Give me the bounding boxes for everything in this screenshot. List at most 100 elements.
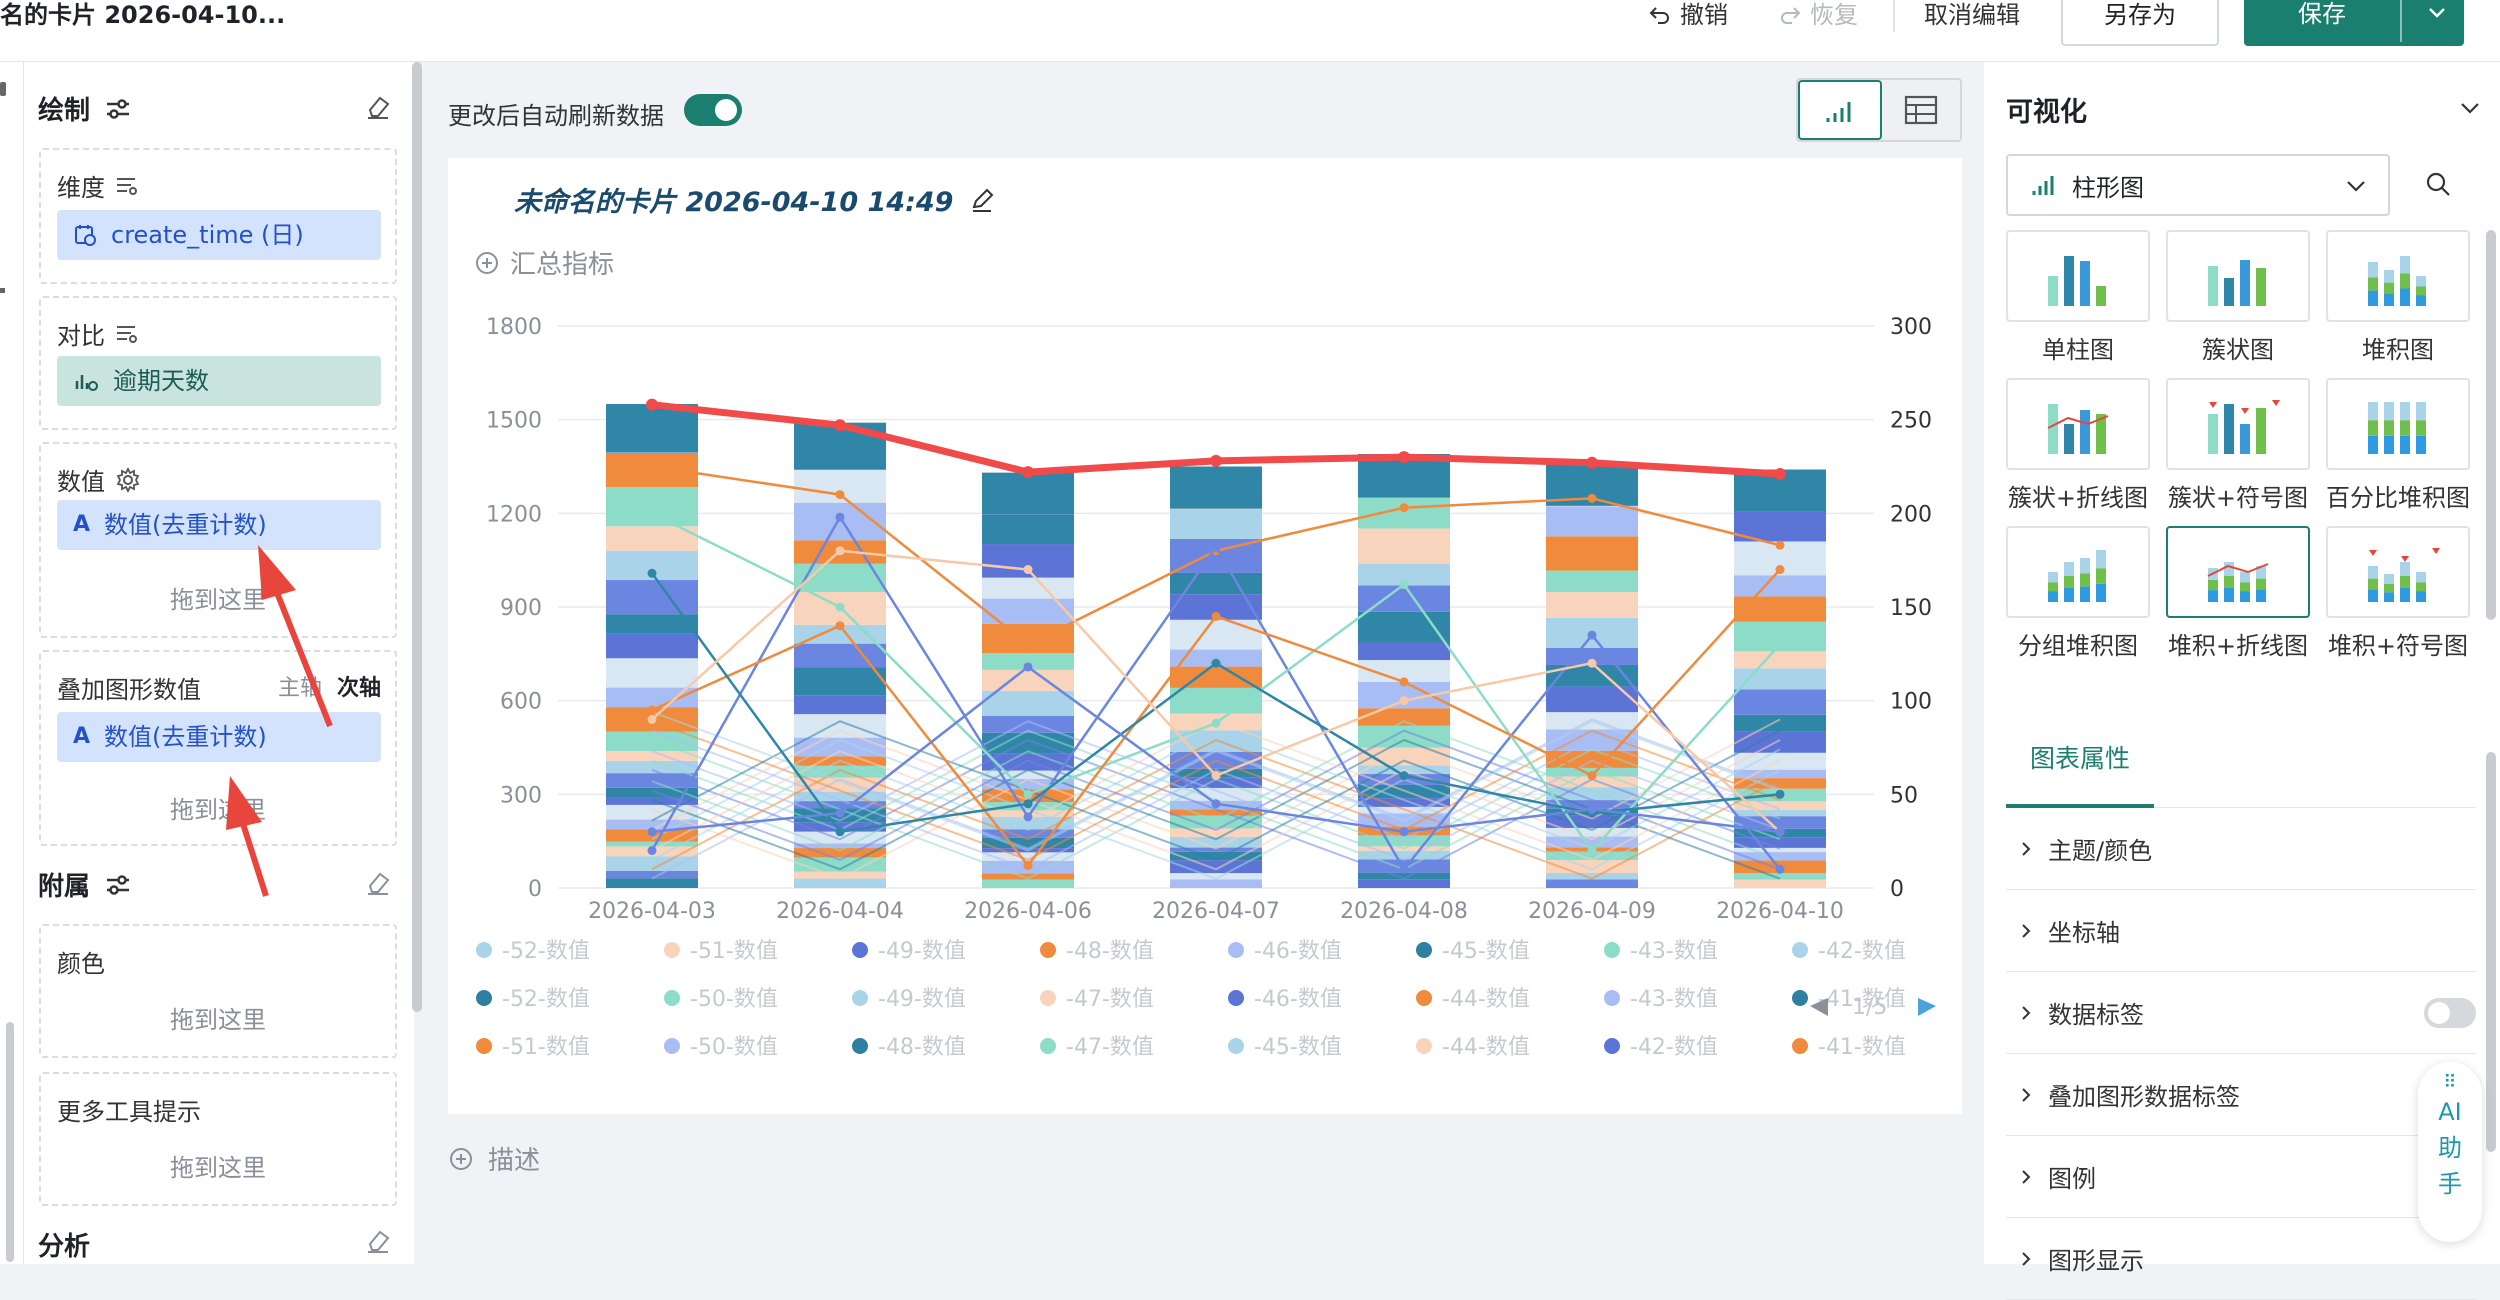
save-button[interactable]: 保存 xyxy=(2298,0,2346,28)
property-data-labels[interactable]: 数据标签 xyxy=(2006,972,2476,1054)
eraser-icon[interactable] xyxy=(364,868,392,896)
color-label: 颜色 xyxy=(57,950,105,978)
chart-type-label: 分组堆积图 xyxy=(2018,632,2138,660)
overlay-total-point xyxy=(1022,466,1034,479)
chart-view-button[interactable] xyxy=(1798,80,1882,140)
bar-segment xyxy=(606,819,698,830)
bar-segment xyxy=(794,714,886,738)
summary-metric-button[interactable]: 汇总指标 xyxy=(474,244,614,281)
preview-symbol xyxy=(2272,400,2280,406)
left-panel-scrollbar[interactable] xyxy=(412,62,422,1012)
red-arrow-icon xyxy=(226,776,269,897)
undo-button[interactable]: 撤销 xyxy=(1648,0,1728,38)
legend-label: -48-数值 xyxy=(1066,939,1154,964)
overlay-total-point xyxy=(1210,454,1222,467)
compare-pill[interactable]: 逾期天数 xyxy=(57,356,381,406)
preview-symbol xyxy=(2401,556,2409,562)
bar-segment xyxy=(606,404,698,453)
settings-sliders-icon[interactable] xyxy=(104,871,132,899)
tab-chart-properties[interactable]: 图表属性 xyxy=(2006,734,2154,808)
dimension-pill[interactable]: create_time (日) xyxy=(57,210,381,260)
redo-button[interactable]: 恢复 xyxy=(1778,0,1858,38)
legend-next-icon[interactable] xyxy=(1918,998,1936,1016)
properties-scrollbar[interactable] xyxy=(2486,752,2496,1152)
chart-type-option[interactable]: 堆积+符号图 xyxy=(2326,526,2470,661)
table-view-button[interactable] xyxy=(1882,80,1960,140)
chart-card-title: 未命名的卡片 2026-04-10 14:49 xyxy=(514,180,995,219)
legend-label: -44-数值 xyxy=(1442,1035,1530,1060)
save-dropdown-icon[interactable] xyxy=(2424,0,2450,26)
chart-type-select[interactable]: 柱形图 xyxy=(2006,154,2390,216)
compare-dropzone[interactable]: 对比 逾期天数 xyxy=(39,296,397,430)
overlay-total-point xyxy=(1586,456,1598,469)
property-theme-color[interactable]: 主题/颜色 xyxy=(2006,808,2476,890)
y-left-tick-label: 1200 xyxy=(486,502,542,527)
preview-bar xyxy=(2256,589,2266,602)
legend-prev-icon[interactable] xyxy=(1810,998,1828,1016)
chart-type-thumbnail xyxy=(2006,230,2150,322)
series-point xyxy=(1023,662,1033,672)
bar-segment xyxy=(1546,506,1638,537)
view-switcher xyxy=(1796,78,1962,142)
overlay-total-point xyxy=(1398,451,1410,464)
legend-label: -42-数值 xyxy=(1818,939,1906,964)
description-button[interactable]: 描述 xyxy=(448,1140,540,1177)
chevron-right-icon xyxy=(2022,841,2031,856)
strip-scrollbar[interactable] xyxy=(6,1022,14,1262)
chart-type-option[interactable]: 簇状图 xyxy=(2166,230,2310,365)
legend-marker xyxy=(1040,1038,1056,1054)
data-labels-toggle[interactable] xyxy=(2424,998,2476,1028)
settings-sliders-icon[interactable] xyxy=(104,95,132,123)
x-tick-label: 2026-04-04 xyxy=(776,899,904,924)
stacked-bar-line-chart[interactable]: 0 0 300 50 600 100 900 150 1200 200 1500 250 1800 300… xyxy=(448,158,1962,1114)
legend-marker xyxy=(1792,942,1808,958)
chart-type-option[interactable]: 百分比堆积图 xyxy=(2326,378,2470,513)
plus-circle-icon xyxy=(476,251,498,274)
property-overlay-data-labels[interactable]: 叠加图形数据标签 xyxy=(2006,1054,2476,1136)
auto-refresh-toggle[interactable] xyxy=(684,94,742,126)
legend-marker xyxy=(1604,990,1620,1006)
preview-bar xyxy=(2240,424,2250,454)
property-axis[interactable]: 坐标轴 xyxy=(2006,890,2476,972)
chart-type-option[interactable]: 堆积图 xyxy=(2326,230,2470,365)
legend-label: -50-数值 xyxy=(690,1035,778,1060)
chart-type-option[interactable]: 单柱图 xyxy=(2006,230,2150,365)
cancel-edit-button[interactable]: 取消编辑 xyxy=(1924,1,2020,29)
chart-type-option[interactable]: 堆积+折线图 xyxy=(2166,526,2310,661)
legend-marker xyxy=(852,942,868,958)
series-point xyxy=(647,846,657,856)
property-shape-display[interactable]: 图形显示 xyxy=(2006,1218,2476,1300)
x-tick-label: 2026-04-08 xyxy=(1340,899,1468,924)
field-panel: 绘制 维度 create_time (日) 对比 逾期天数 数值 A 数值(去 xyxy=(24,62,422,1264)
chart-type-scrollbar[interactable] xyxy=(2486,230,2496,620)
tooltip-dropzone[interactable]: 更多工具提示 拖到这里 xyxy=(39,1072,397,1206)
legend-marker xyxy=(664,990,680,1006)
eraser-icon[interactable] xyxy=(364,92,392,120)
legend-label: -50-数值 xyxy=(690,987,778,1012)
save-as-button[interactable]: 另存为 xyxy=(2061,0,2219,46)
toggle-knob xyxy=(715,99,737,121)
chart-type-thumbnail xyxy=(2326,378,2470,470)
edit-pencil-icon[interactable] xyxy=(969,187,995,213)
bar-segment xyxy=(1358,879,1450,888)
dimension-dropzone[interactable]: 维度 create_time (日) xyxy=(39,148,397,284)
chart-type-option[interactable]: 簇状+折线图 xyxy=(2006,378,2150,513)
gear-icon[interactable] xyxy=(115,466,141,493)
search-icon[interactable] xyxy=(2424,170,2452,198)
chart-type-option[interactable]: 簇状+符号图 xyxy=(2166,378,2310,513)
chevron-down-icon[interactable] xyxy=(2456,94,2484,122)
ai-assistant-button[interactable]: ⠿ AI 助 手 xyxy=(2418,1062,2482,1242)
preview-symbol xyxy=(2369,550,2377,556)
chart-type-thumbnail xyxy=(2326,526,2470,618)
value-dropzone[interactable]: 数值 A 数值(去重计数) 拖到这里 xyxy=(39,442,397,638)
y-right-tick-label: 200 xyxy=(1890,502,1932,527)
value-pill[interactable]: A 数值(去重计数) xyxy=(57,500,381,550)
color-dropzone[interactable]: 颜色 拖到这里 xyxy=(39,924,397,1058)
eraser-icon[interactable] xyxy=(364,1226,392,1254)
secondary-axis-option[interactable]: 次轴 xyxy=(336,676,381,701)
preview-bar xyxy=(2368,277,2378,291)
property-legend[interactable]: 图例 xyxy=(2006,1136,2476,1218)
left-collapsed-strip xyxy=(0,62,24,1264)
preview-bar xyxy=(2240,572,2250,583)
chart-type-option[interactable]: 分组堆积图 xyxy=(2006,526,2150,661)
